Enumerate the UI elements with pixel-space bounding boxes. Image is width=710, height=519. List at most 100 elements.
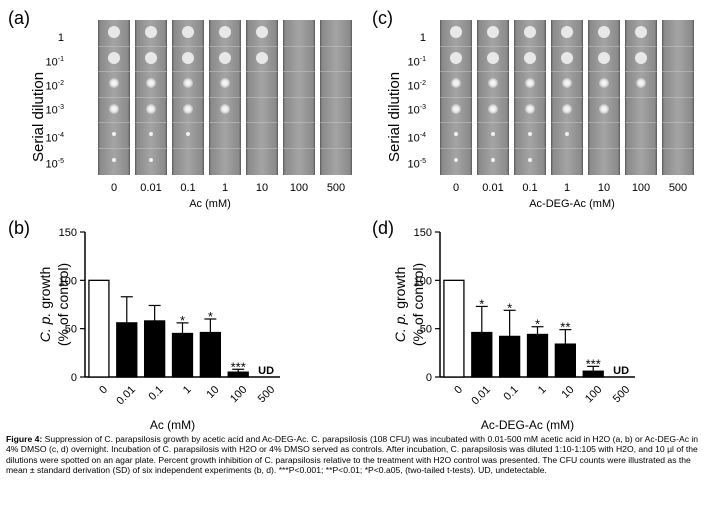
x-tick-label: 0.1 [147,384,166,403]
colony-spot [108,51,120,64]
colony-spot [599,78,609,88]
colony-spot [109,78,119,88]
concentration-label: 10 [255,182,269,194]
colony-spot [524,26,536,38]
significance-label: * [507,300,512,315]
colony-spot [186,132,190,136]
x-tick-label: 0 [97,384,110,397]
y-axis-title-line2: (% of control) [55,263,71,346]
dilution-label: 10-1 [407,56,426,69]
concentration-label: 0.01 [482,182,504,194]
colony-spot [454,157,458,162]
significance-label: * [180,313,185,328]
concentration-label: 0 [452,182,460,194]
colony-spot [487,26,499,38]
colony-spot [145,26,157,38]
panel-label-d: (d) [372,218,394,238]
dilution-label: 10-5 [407,158,426,171]
colony-spot [182,51,194,64]
panel-label-c: (c) [372,8,393,28]
x-tick-label: 500 [256,384,277,405]
colony-spot [598,51,610,64]
bar [116,322,138,378]
colony-spot [146,78,156,88]
dilution-label: 1 [57,32,64,44]
dilution-label: 1 [419,32,426,44]
colony-spot [561,26,573,38]
colony-spot [491,132,495,136]
concentration-label: 0 [110,182,118,194]
colony-spot [488,78,498,88]
dilution-label: 10-5 [45,158,64,171]
colony-spot [183,103,193,114]
colony-spot [528,157,532,162]
x-tick-label: 10 [204,384,221,401]
colony-spot [149,157,153,162]
concentration-label: 100 [631,182,651,194]
colony-spot [219,51,231,64]
bar [88,279,110,378]
caption-label: Figure 4: [6,434,43,444]
colony-spot [182,26,194,38]
y-axis-title: C. p. growth [392,267,408,343]
agar-strip [283,20,315,175]
y-tick-label: 100 [414,275,432,287]
concentration-label: 1 [221,182,229,194]
significance-label: *** [231,359,246,374]
dilution-label: 10-2 [407,80,426,93]
bar [471,331,493,378]
agar-strip [514,20,546,175]
colony-spot [525,103,535,114]
significance-label: UD [258,365,274,377]
colony-spot [220,103,230,114]
colony-spot [562,78,572,88]
dilution-label: 10-3 [45,104,64,117]
bar [199,331,222,378]
caption-text: Suppression of C. parapsilosis growth by… [6,434,699,476]
figure-caption: Figure 4: Suppression of C. parapsilosis… [6,434,706,476]
colony-spot [562,103,572,114]
colony-spot [450,26,462,38]
agar-strip [625,20,657,175]
dilution-label: 10-3 [407,104,426,117]
y-tick-label: 0 [426,372,432,384]
colony-spot [525,78,535,88]
y-tick-label: 50 [65,324,77,336]
bar [443,279,465,378]
bar [143,320,166,378]
concentration-label: 100 [289,182,309,194]
x-tick-label: 10 [559,384,576,401]
concentration-label: 0.1 [180,182,196,194]
colony-spot [561,51,573,64]
dilution-label: 10-4 [45,132,64,145]
colony-spot [524,51,536,64]
x-tick-label: 100 [228,384,249,405]
bar [554,343,577,378]
colony-spot [183,78,193,88]
bar [171,332,194,378]
bar [526,333,549,378]
x-tick-label: 1 [181,384,194,397]
significance-label: *** [586,356,601,371]
colony-spot [219,26,231,38]
y-axis-title-line2: (% of control) [410,263,426,346]
x-tick-label: 1 [536,384,549,397]
x-tick-label: 0.1 [502,384,521,403]
colony-spot [146,103,156,114]
x-axis-title: Ac (mM) [150,418,195,432]
colony-spot [256,26,268,38]
agar-strip [588,20,620,175]
agar-strip [246,20,278,175]
y-axis-title: C. p. growth [37,267,53,343]
dilution-label: 10-2 [45,80,64,93]
colony-spot [565,132,569,136]
x-axis-title: Ac-DEG-Ac (mM) [481,418,574,432]
significance-label: * [479,296,484,311]
x-title-c: Ac-DEG-Ac (mM) [529,198,615,210]
agar-strip [551,20,583,175]
x-tick-label: 100 [583,384,604,405]
colony-spot [450,51,462,64]
colony-spot [112,132,116,136]
y-tick-label: 100 [59,275,77,287]
colony-spot [491,157,495,162]
